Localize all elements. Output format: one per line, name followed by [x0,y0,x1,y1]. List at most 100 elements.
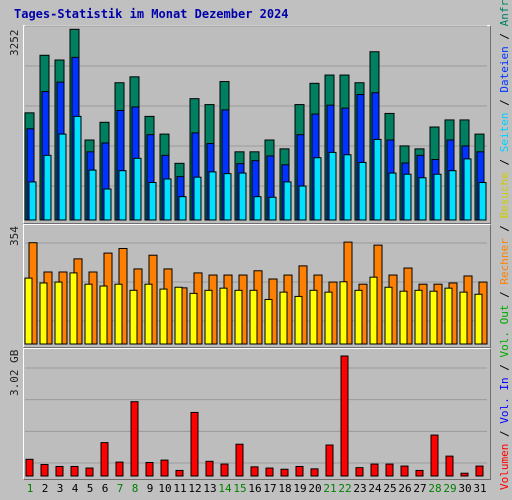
bar-volumen [400,465,409,477]
bar-seiten [238,172,247,221]
bar-seiten [268,196,277,221]
bar-seiten [58,133,67,221]
bar-volumen [115,461,124,477]
bar-volumen [190,411,199,477]
x-tick-label: 11 [173,482,187,495]
bar-seiten [163,178,172,221]
bar-besuche [144,283,153,345]
bar-volumen [310,468,319,477]
bar-besuche [114,283,123,345]
bar-besuche [54,281,63,345]
bar-seiten [253,196,262,221]
bar-volumen [70,465,79,477]
bar-seiten [373,138,382,221]
bar-besuche [264,298,273,345]
bar-seiten [148,182,157,221]
bar-besuche [159,288,168,345]
x-tick-label: 1 [26,482,34,495]
bar-besuche [204,289,213,345]
legend-sep: / [498,357,511,378]
x-tick-label: 22 [338,482,352,495]
bar-besuche [279,291,288,345]
x-tick-label: 4 [71,482,79,495]
x-tick-label: 26 [398,482,412,495]
bar-besuche [84,283,93,345]
legend-vertical: Volumen / Vol. In / Vol. Out / Rechner /… [498,0,511,490]
x-tick-label: 29 [443,482,457,495]
bar-seiten [223,173,232,221]
bar-seiten [43,154,52,221]
x-tick-label: 18 [278,482,292,495]
bar-volumen [370,463,379,477]
bar-volumen [415,469,424,477]
legend-vol-out: Vol. Out [498,304,511,358]
x-tick-label: 7 [116,482,124,495]
bar-besuche [99,285,108,345]
x-tick-label: 9 [146,482,154,495]
legend-rechner: Rechner [498,238,511,285]
bar-seiten [478,182,487,221]
bar-volumen [250,466,259,477]
legend-volumen: Volumen [498,443,511,490]
bar-volumen [385,463,394,477]
x-tick-label: 27 [413,482,427,495]
x-tick-label: 13 [203,482,217,495]
x-tick-label: 25 [383,482,397,495]
bar-volumen [40,463,49,477]
bar-volumen [205,460,214,477]
bar-volumen [265,467,274,477]
legend-vol-in: Vol. In [498,377,511,424]
bar-volumen [325,444,334,477]
x-tick-label: 31 [473,482,487,495]
x-tick-label: 19 [293,482,307,495]
bar-besuche [369,276,378,345]
bar-besuche [189,292,198,345]
bar-volumen [445,455,454,477]
bar-seiten [103,188,112,221]
bar-seiten [448,170,457,221]
bar-besuche [324,291,333,345]
bar-besuche [474,293,483,345]
bar-volumen [235,443,244,477]
x-tick-label: 30 [458,482,472,495]
bar-besuche [399,290,408,345]
bar-besuche [39,282,48,345]
bar-besuche [234,289,243,345]
x-tick-label: 14 [218,482,232,495]
bar-besuche [459,291,468,345]
bar-volumen [460,472,469,477]
bar-seiten [193,176,202,221]
x-tick-label: 5 [86,482,94,495]
bar-seiten [283,181,292,221]
bar-seiten [403,173,412,221]
x-tick-label: 12 [188,482,202,495]
x-tick-label: 16 [248,482,262,495]
bar-besuche [129,289,138,345]
x-tick-label: 21 [323,482,337,495]
bar-seiten [133,157,142,221]
legend-sep: / [498,423,511,444]
bar-volumen [430,434,439,477]
legend-sep: / [498,92,511,113]
x-tick-label: 20 [308,482,322,495]
bar-besuche [354,289,363,345]
bar-seiten [118,170,127,221]
bar-volumen [160,459,169,477]
bar-besuche [429,290,438,345]
bar-seiten [73,115,82,221]
x-tick-label: 3 [56,482,64,495]
bar-volumen [130,401,139,477]
legend-besuche: Besuche [498,172,511,219]
bar-besuche [69,272,78,345]
legend-sep: / [498,218,511,239]
x-tick-label: 28 [428,482,442,495]
legend-seiten: Seiten [498,112,511,153]
bar-seiten [463,158,472,221]
bar-seiten [418,177,427,221]
bar-besuche [249,289,258,345]
bar-besuche [309,289,318,345]
x-tick-label: 10 [158,482,172,495]
bar-seiten [388,172,397,221]
x-tick-label: 2 [41,482,49,495]
